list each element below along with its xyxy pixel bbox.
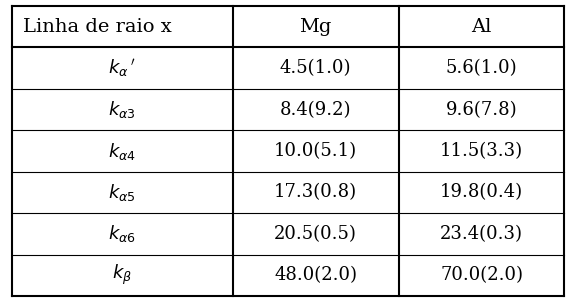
Text: 10.0(5.1): 10.0(5.1) — [274, 142, 357, 160]
Text: 9.6(7.8): 9.6(7.8) — [446, 101, 517, 119]
Text: $k_{\alpha 3}$: $k_{\alpha 3}$ — [108, 99, 136, 120]
Text: 5.6(1.0): 5.6(1.0) — [446, 59, 517, 77]
Text: $k_{\alpha}\,'$: $k_{\alpha}\,'$ — [108, 57, 136, 79]
Text: $k_{\alpha 5}$: $k_{\alpha 5}$ — [108, 182, 136, 203]
Text: Al: Al — [471, 18, 492, 36]
Text: 20.5(0.5): 20.5(0.5) — [274, 225, 357, 243]
Text: $k_{\beta}$: $k_{\beta}$ — [112, 263, 132, 287]
Text: Mg: Mg — [300, 18, 332, 36]
Text: $k_{\alpha 6}$: $k_{\alpha 6}$ — [108, 223, 136, 244]
Text: Linha de raio x: Linha de raio x — [23, 18, 172, 36]
Text: 4.5(1.0): 4.5(1.0) — [280, 59, 351, 77]
Text: 23.4(0.3): 23.4(0.3) — [440, 225, 523, 243]
Text: 19.8(0.4): 19.8(0.4) — [440, 183, 523, 201]
Text: 70.0(2.0): 70.0(2.0) — [440, 266, 523, 284]
Text: $k_{\alpha 4}$: $k_{\alpha 4}$ — [108, 140, 136, 162]
Text: 11.5(3.3): 11.5(3.3) — [440, 142, 523, 160]
Text: 8.4(9.2): 8.4(9.2) — [280, 101, 351, 119]
Text: 17.3(0.8): 17.3(0.8) — [274, 183, 357, 201]
Text: 48.0(2.0): 48.0(2.0) — [274, 266, 357, 284]
